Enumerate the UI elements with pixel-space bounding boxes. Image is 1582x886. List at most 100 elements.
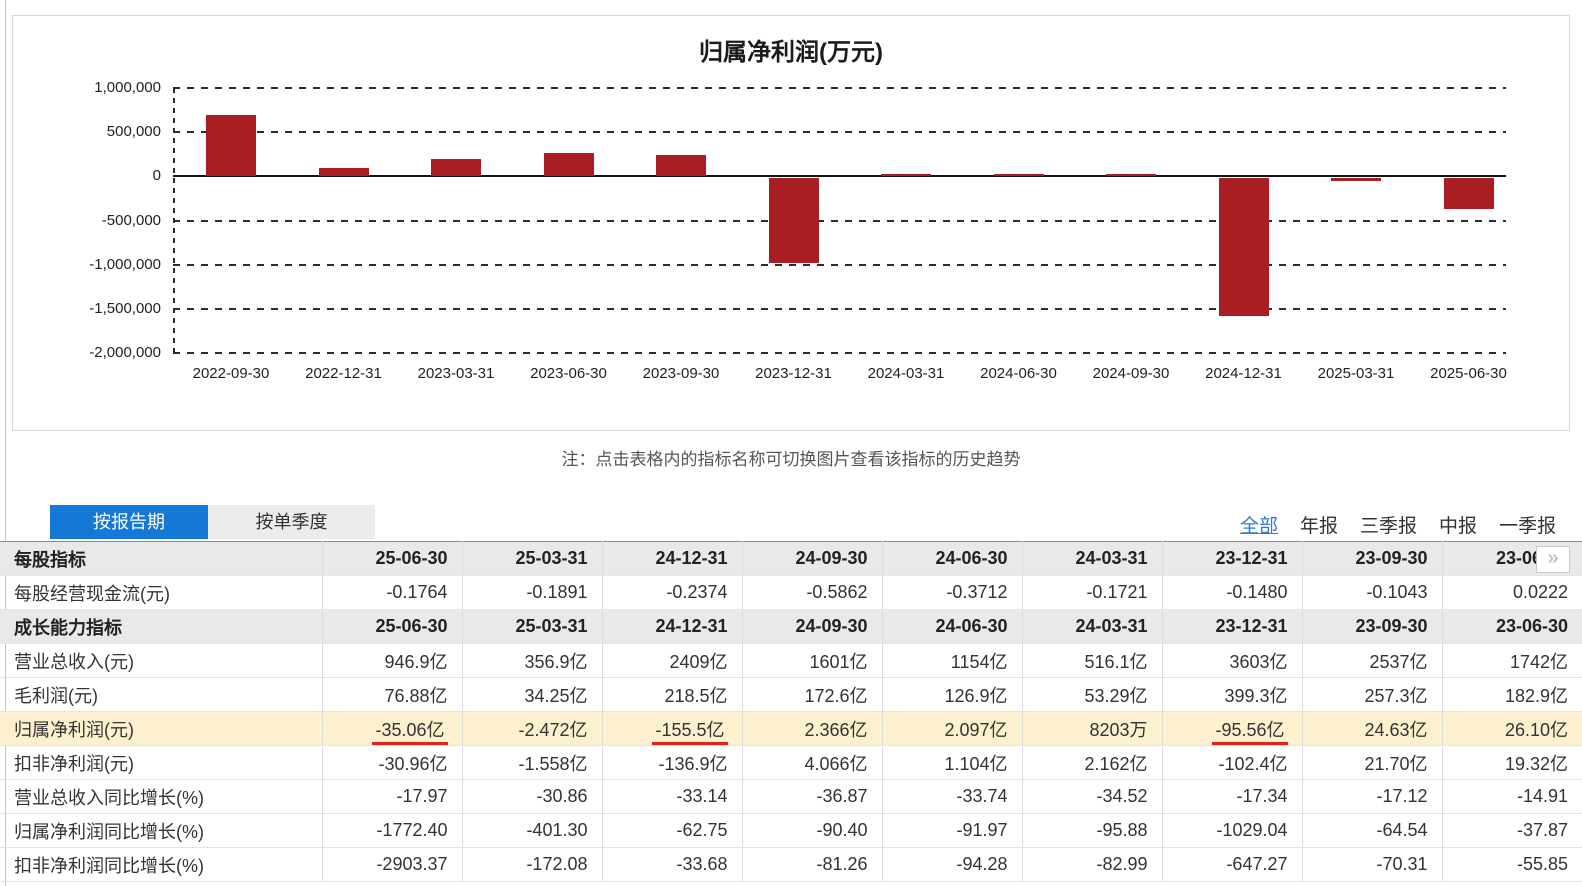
y-axis-tick-label: 1,000,000 [94, 79, 161, 96]
indicator-value: -33.14 [602, 779, 743, 814]
indicator-value: -95.88 [1022, 813, 1163, 848]
filter-item[interactable]: 一季报 [1499, 516, 1557, 537]
indicator-value: -172.08 [462, 847, 603, 882]
indicator-value: -37.87 [1442, 813, 1582, 848]
indicator-label[interactable]: 归属净利润同比增长(%) [0, 813, 323, 848]
indicator-value: -64.54 [1302, 813, 1443, 848]
indicator-value: 2.366亿 [742, 711, 883, 746]
filter-item[interactable]: 中报 [1439, 516, 1478, 537]
chart-bar [1443, 178, 1494, 210]
indicator-value: 1601亿 [742, 643, 883, 678]
indicator-value: -90.40 [742, 813, 883, 848]
chart-note: 注：点击表格内的指标名称可切换图片查看该指标的历史趋势 [561, 450, 1021, 469]
indicator-value: -30.86 [462, 779, 603, 814]
indicator-label[interactable]: 扣非净利润同比增长(%) [0, 847, 323, 882]
red-underline-mark: -35.06亿 [372, 716, 448, 745]
section-title: 成长能力指标 [0, 609, 323, 644]
date-column-header: 24-03-31 [1022, 541, 1163, 576]
indicator-value: -35.06亿 [322, 711, 463, 746]
indicator-value: -0.2374 [602, 575, 743, 610]
table-row: 扣非净利润(元) -30.96亿 -1.558亿 -136.9亿 4.066亿 1.104… [0, 745, 1582, 780]
indicator-label[interactable]: 归属净利润(元) [0, 711, 323, 746]
page-left-divider [5, 0, 6, 886]
indicator-label[interactable]: 营业总收入(元) [0, 643, 323, 678]
filter-active[interactable]: 全部 [1240, 516, 1279, 537]
indicator-value: 21.70亿 [1302, 745, 1443, 780]
indicator-value: -95.56亿 [1162, 711, 1303, 746]
y-axis-tick-label: 500,000 [106, 123, 161, 141]
indicator-value: -102.4亿 [1162, 745, 1303, 780]
indicator-label[interactable]: 毛利润(元) [0, 677, 323, 712]
indicator-value: 2.097亿 [882, 711, 1023, 746]
indicator-value: -0.1043 [1302, 575, 1443, 610]
indicator-value: 53.29亿 [1022, 677, 1163, 712]
indicator-value: -34.52 [1022, 779, 1163, 814]
chart-bar [881, 174, 931, 177]
date-column-header: 23-09-30 [1302, 609, 1443, 644]
indicator-label[interactable]: 扣非净利润(元) [0, 745, 323, 780]
x-axis-tick-label: 2025-06-30 [1430, 365, 1507, 382]
indicator-value: 946.9亿 [322, 643, 463, 678]
table-row: 扣非净利润同比增长(%) -2903.37 -172.08 -33.68 -81.26-… [0, 847, 1582, 882]
indicator-value: -1029.04 [1162, 813, 1303, 848]
indicator-value: 26.10亿 [1442, 711, 1582, 746]
indicator-value: 1742亿 [1442, 643, 1582, 678]
indicator-value: 24.63亿 [1302, 711, 1443, 746]
chart-bar [1331, 178, 1381, 181]
y-axis-tick-label: -500,000 [101, 211, 161, 229]
y-axis-labels: 1,000,000 500,000 0 -500,000 -1,000,000 -1,50… [13, 79, 161, 361]
y-axis-tick-label: -1,500,000 [89, 299, 161, 317]
gridline [173, 352, 1506, 354]
indicator-value: -70.31 [1302, 847, 1443, 882]
indicator-value: 19.32亿 [1442, 745, 1582, 780]
y-axis-tick-label: -1,000,000 [89, 255, 161, 273]
indicator-value: -30.96亿 [322, 745, 463, 780]
report-type-filters: 全部 年报 三季报 中报 一季报 [1240, 511, 1578, 538]
indicator-value: 356.9亿 [462, 643, 603, 678]
chart-bar [543, 153, 594, 177]
indicator-value: -136.9亿 [602, 745, 743, 780]
indicator-value: -36.87 [742, 779, 883, 814]
x-axis-tick-label: 2023-06-30 [530, 365, 607, 382]
indicator-value: -17.34 [1162, 779, 1303, 814]
table-row: 营业总收入(元) 946.9亿 356.9亿 2409亿 1601亿 1154亿 516.1… [0, 643, 1582, 678]
indicator-value: -33.68 [602, 847, 743, 882]
table-section-header-row: 每股指标 25-06-30 25-03-31 24-12-31 24-09-30 24-0… [0, 541, 1582, 576]
date-column-header: 24-06-30 [882, 609, 1023, 644]
indicator-value: 4.066亿 [742, 745, 883, 780]
indicator-value: 172.6亿 [742, 677, 883, 712]
table-row: 营业总收入同比增长(%) -17.97 -30.86 -33.14 -36.87 -33.… [0, 779, 1582, 814]
next-columns-icon[interactable]: » [1536, 546, 1570, 573]
indicator-value: 2537亿 [1302, 643, 1443, 678]
chart-bar [431, 158, 481, 177]
indicator-value: 1.104亿 [882, 745, 1023, 780]
indicator-value: -62.75 [602, 813, 743, 848]
indicator-value: 2.162亿 [1022, 745, 1163, 780]
filter-item[interactable]: 年报 [1300, 516, 1339, 537]
red-underline-mark: -95.56亿 [1212, 716, 1288, 745]
date-column-header: 24-06-30 [882, 541, 1023, 576]
indicator-value: -0.3712 [882, 575, 1023, 610]
red-underline-mark: -155.5亿 [652, 716, 728, 745]
x-axis-tick-label: 2022-09-30 [192, 365, 270, 382]
gridline [173, 219, 1506, 222]
chart-bar [318, 167, 369, 177]
tab-by-report-period[interactable]: 按报告期 [50, 505, 208, 539]
x-axis-tick-label: 2024-06-30 [980, 365, 1057, 382]
indicator-value: -0.1764 [322, 575, 463, 610]
date-column-header: 25-03-31 [462, 609, 603, 644]
indicator-label[interactable]: 营业总收入同比增长(%) [0, 779, 323, 814]
x-axis-tick-label: 2024-09-30 [1092, 365, 1170, 382]
tab-by-single-quarter[interactable]: 按单季度 [208, 505, 375, 539]
indicator-value: -155.5亿 [602, 711, 743, 746]
date-column-header: 24-12-31 [602, 541, 743, 576]
indicator-label[interactable]: 每股经营现金流(元) [0, 575, 323, 610]
filter-item[interactable]: 三季报 [1360, 516, 1418, 537]
gridline [173, 87, 1506, 89]
chart-bar [768, 178, 819, 263]
gridline [173, 307, 1506, 310]
date-column-header: 24-09-30 [742, 609, 883, 644]
financial-indicators-table: 每股指标 25-06-30 25-03-31 24-12-31 24-09-30 24-0… [0, 541, 1582, 882]
indicator-value: -82.99 [1022, 847, 1163, 882]
y-axis-tick-label: -2,000,000 [89, 344, 161, 361]
